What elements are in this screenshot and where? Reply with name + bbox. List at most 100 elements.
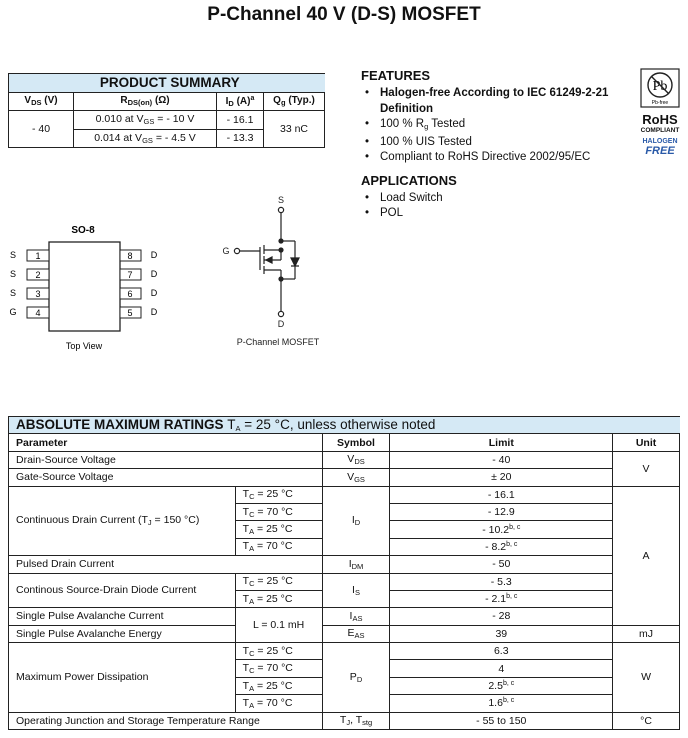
cell: TA = 25 °C [234,520,323,539]
rds-value: 0.010 at VGS = - 10 V [73,110,217,130]
text-segment: T [242,662,250,675]
text-segment: D [228,98,234,108]
table-row: Continous Source-Drain Diode Current TC =… [8,572,680,609]
table-row: Drain-Source Voltage VDS - 40 V [8,450,680,487]
pin-number: 6 [127,289,132,299]
pin-right [119,268,142,281]
text-segment: - 10.2 [482,523,510,536]
svg-text:Pb-free: Pb-free [652,100,669,106]
pin-number: 1 [35,251,40,261]
text-segment: = 25 °C [254,523,293,536]
pin-number: 7 [127,270,132,280]
col-parameter: Parameter [8,433,323,452]
text-segment: = - 10 V [154,113,195,126]
svg-text:Top View: Top View [66,341,103,351]
cell: TA = 25 °C [234,676,323,696]
text-segment: = 70 °C [254,505,293,518]
cell: - 2.1b, c [389,589,614,609]
cell: - 28 [389,607,614,626]
text-segment: T [242,644,250,657]
cell: TC = 25 °C [234,485,323,504]
col-unit: Unit [612,433,680,452]
cell: °C [612,711,680,731]
table-row: TA = 70 °C 1.6b, c [9,694,680,713]
text-segment: GS [354,474,365,484]
pin-left [26,306,50,319]
text-segment: Tested [428,118,466,130]
qg-value: 33 nC [263,110,325,148]
text-segment: T [242,679,250,692]
pin-number: 2 [35,270,40,280]
table-row: Single Pulse Avalanche Current L = 0.1 mH… [8,607,680,644]
svg-text:D: D [278,319,285,329]
text-segment: = 25 °C [254,575,293,588]
text-segment: (Ω) [152,95,170,107]
table-row: Pulsed Drain Current IDM - 50 [8,555,680,574]
cell: W [612,642,680,713]
text-segment: DS [31,98,42,108]
package-diagrams: SO-8 1 S 8 D 2 S 7 D 3 S 6 D 4 G 5 D Top View S G D P-C… [9,195,319,351]
text-segment: V [24,95,32,107]
text-segment: b, c [506,593,518,601]
pin-label: D [151,288,158,298]
id-value: - 13.3 [216,128,264,148]
text-segment: 2.5 [488,680,503,693]
pin-right [119,249,142,262]
svg-text:S: S [278,195,284,205]
application-item: • POL [365,207,404,219]
cell: Pulsed Drain Current [8,555,323,574]
text-segment: AS [352,613,363,623]
cell: IS [321,572,391,609]
text-segment: = 25 °C, unless otherwise noted [240,417,436,433]
cell: 2.5b, c [389,676,614,696]
cell: 6.3 [389,642,614,661]
text-segment: stg [362,718,373,728]
cell: - 50 [389,555,614,574]
cell: TA = 25 °C [234,589,323,609]
cell: TC = 25 °C [234,642,323,661]
compliance-badge: Pb Pb-free RoHS COMPLIANT HALOGEN FREE [637,68,683,157]
feature-item: • Compliant to RoHS Directive 2002/95/EC [361,150,636,166]
text-segment: T [242,575,250,588]
text-segment: I [352,583,355,596]
cell: Compliant to RoHS Directive 2002/95/EC [380,150,590,166]
text-segment: b, c [502,697,515,705]
text-segment: A [249,700,255,710]
vds-value: - 40 [8,110,74,148]
pin-number: 5 [127,308,132,318]
cell: - 40 [389,450,614,470]
text-segment: A [249,683,255,693]
table-row: Operating Junction and Storage Temperatu… [8,711,680,731]
text-segment: T [242,488,250,501]
text-segment: Continuous Drain Current (T [16,514,148,527]
pin-right [119,306,142,319]
cell: 4 [389,659,614,678]
text-segment: 1.6 [488,697,503,710]
cell: TA = 25 °C, unless otherwise noted [227,417,436,433]
absolute-max-ratings-table: ABSOLUTE MAXIMUM RATINGS TA = 25 °C, unl… [8,415,680,731]
header-qg: Qg (Typ.) [263,91,325,111]
text-segment: - 2.1 [485,593,507,606]
text-segment: 0.014 at V [94,131,143,144]
cell: Single Pulse Avalanche Energy [8,624,236,644]
cell: VDS [321,450,391,470]
id-value: - 16.1 [216,110,264,130]
cell: - 8.2b, c [389,537,614,557]
cell: TC = 70 °C [234,502,323,522]
col-symbol: Symbol [321,433,391,452]
text-segment: = - 4.5 V [152,131,196,144]
text-segment: = 25 °C [254,679,293,692]
pin-label: D [151,269,158,279]
text-segment: g [424,122,429,131]
cell: Continuous Drain Current (TJ = 150 °C) [8,485,236,557]
text-segment: (V) [41,95,58,107]
features-section: FEATURES • Halogen-free According to IEC … [361,68,636,222]
table-row: Maximum Power Dissipation TC = 25 °C PD 6.3… [8,642,680,713]
table-row: Gate-Source Voltage VGS ± 20 [8,468,680,487]
cell: PD [321,642,391,713]
text-segment: = 25 °C [254,592,293,605]
cell: TA = 70 °C [234,537,323,557]
pin-label: S [10,269,16,279]
text-segment: D [354,518,361,528]
cell: Gate-Source Voltage [8,468,323,487]
